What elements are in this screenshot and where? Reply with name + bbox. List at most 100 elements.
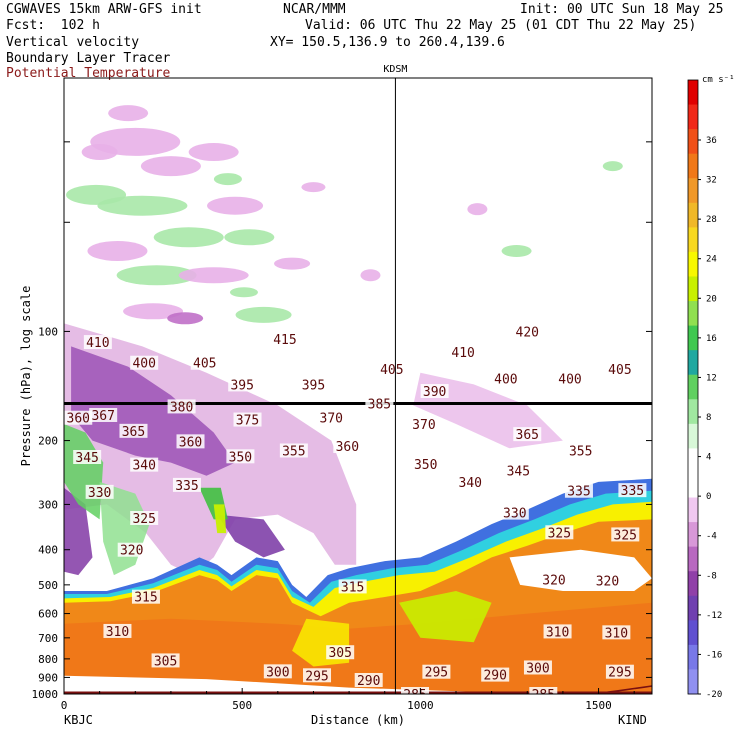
weak-motion-patch-14 (467, 203, 488, 216)
weak-motion-patch-20 (167, 312, 204, 325)
theta-label-bg-53 (422, 664, 451, 679)
theta-label-bg-58 (529, 687, 558, 694)
colorbar-segment-8 (688, 276, 698, 302)
theta-label-24: 355 (282, 444, 305, 459)
theta-label-17: 375 (236, 414, 259, 429)
sinking-region-west (64, 487, 93, 576)
colorbar-label-0: 36 (706, 136, 717, 146)
theta-label-bg-50 (263, 664, 292, 679)
weak-motion-patch-23 (81, 144, 118, 161)
colorbar-segment-2 (688, 129, 698, 155)
theta-label-41: 320 (542, 574, 565, 589)
theta-label-bg-7 (491, 371, 520, 386)
theta-label-bg-54 (354, 673, 383, 688)
theta-label-18: 370 (320, 412, 343, 427)
theta-label-bg-10 (228, 377, 257, 392)
colorbar-label-2: 28 (706, 215, 717, 225)
theta-label-bg-35 (85, 484, 114, 499)
theta-label-bg-27 (411, 456, 440, 471)
theta-label-28: 345 (75, 451, 98, 466)
theta-label-bg-16 (89, 407, 118, 422)
theta-label-54: 290 (357, 674, 380, 689)
theta-label-bg-6 (449, 345, 478, 360)
theta-label-bg-46 (543, 624, 572, 639)
colorbar-segment-14 (688, 423, 698, 449)
y-tick-label-9: 1000 (32, 688, 59, 701)
theta-label-36: 330 (503, 507, 526, 522)
theta-label-bg-32 (172, 477, 201, 492)
weak-motion-patch-16 (360, 269, 381, 282)
weak-motion-patch-21 (229, 287, 258, 298)
y-tick-label-6: 700 (38, 632, 58, 645)
theta-label-bg-21 (176, 434, 205, 449)
theta-label-51: 300 (526, 661, 549, 676)
colorbar-segment-18 (688, 522, 698, 548)
colorbar-frame (687, 79, 699, 695)
theta-label-bg-29 (130, 457, 159, 472)
colorbar-segment-10 (688, 325, 698, 351)
x-tick-label-1: 500 (232, 699, 252, 712)
colorbar-segment-22 (688, 620, 698, 646)
theta-label-44: 315 (341, 580, 364, 595)
theta-label-bg-3 (130, 355, 159, 370)
theta-label-bg-17 (233, 412, 262, 427)
theta-label-bg-30 (504, 463, 533, 478)
theta-label-bg-0 (83, 335, 112, 350)
theta-label-21: 360 (179, 435, 202, 450)
agency-label: NCAR/MMM (283, 2, 346, 17)
theta-label-bg-39 (611, 527, 640, 542)
weak-motion-patch-8 (116, 265, 197, 286)
weak-motion-patch-10 (224, 229, 275, 246)
theta-label-38: 325 (548, 526, 571, 541)
theta-label-bg-12 (420, 384, 449, 399)
theta-label-bg-40 (117, 542, 146, 557)
theta-label-bg-11 (299, 377, 328, 392)
theta-label-46: 310 (546, 625, 569, 640)
weak-motion-patch-11 (123, 303, 184, 320)
weak-motion-patch-9 (178, 267, 249, 284)
weak-motion-patch-19 (301, 182, 326, 193)
theta-label-bg-28 (73, 450, 102, 465)
theta-label-50: 300 (266, 665, 289, 680)
colorbar-segment-17 (688, 497, 698, 523)
theta-label-48: 305 (154, 654, 177, 669)
theta-label-39: 325 (614, 528, 637, 543)
field-potential-temperature: Potential Temperature (6, 66, 171, 81)
theta-label-bg-31 (456, 474, 485, 489)
theta-label-bg-56 (605, 664, 634, 679)
theta-label-19: 370 (412, 418, 435, 433)
theta-label-29: 340 (132, 459, 155, 474)
theta-label-7: 400 (494, 373, 517, 388)
weak-motion-patch-1 (140, 156, 201, 177)
theta-label-42: 320 (596, 574, 619, 589)
theta-label-bg-22 (513, 427, 542, 442)
colorbar-label-13: -16 (706, 650, 722, 660)
theta-label-bg-2 (513, 324, 542, 339)
theta-label-13: 385 (368, 397, 391, 412)
theta-label-14: 380 (170, 400, 193, 415)
theta-label-57: 285 (403, 688, 426, 703)
theta-label-bg-43 (131, 589, 160, 604)
y-tick-label-7: 800 (38, 653, 58, 666)
forecast-hour: Fcst: 102 h (6, 18, 100, 33)
theta-label-15: 360 (67, 412, 90, 427)
theta-label-45: 310 (106, 625, 129, 640)
cross-section-endpoints: XY= 150.5,136.9 to 260.4,139.6 (270, 35, 505, 50)
theta-label-56: 295 (608, 666, 631, 681)
colorbar-label-10: -4 (706, 532, 717, 542)
colorbar-label-14: -20 (706, 690, 722, 700)
theta-label-5: 405 (380, 363, 403, 378)
theta-label-34: 335 (621, 484, 644, 499)
theta-label-55: 290 (483, 669, 506, 684)
theta-label-bg-25 (566, 443, 595, 458)
theta-label-43: 315 (134, 591, 157, 606)
theta-label-49: 305 (328, 646, 351, 661)
theta-label-bg-15 (64, 410, 93, 425)
colorbar-segment-24 (688, 669, 698, 695)
theta-label-22: 365 (516, 428, 539, 443)
colorbar-segment-12 (688, 374, 698, 400)
theta-label-bg-19 (409, 416, 438, 431)
colorbar-label-6: 12 (706, 373, 717, 383)
colorbar-segment-0 (688, 80, 698, 106)
